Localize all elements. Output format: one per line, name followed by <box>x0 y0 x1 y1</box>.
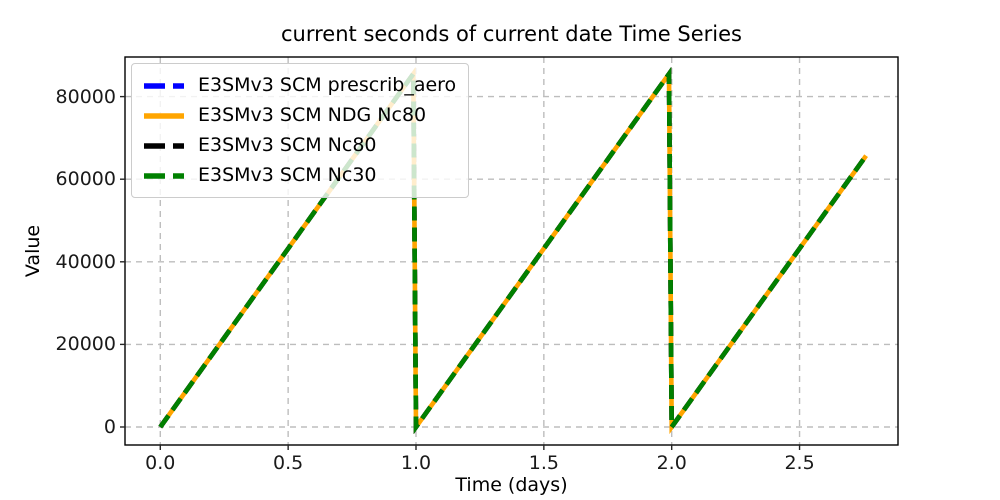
x-tick-label: 1.0 <box>400 452 432 474</box>
legend-entry: E3SMv3 SCM Nc30 <box>142 161 456 190</box>
legend-entry: E3SMv3 SCM NDG Nc80 <box>142 101 456 130</box>
legend-line-sample <box>144 172 184 179</box>
x-tick-label: 1.5 <box>528 452 559 474</box>
y-tick-label: 20000 <box>55 333 116 356</box>
legend-line-sample <box>144 142 184 149</box>
y-tick-label: 60000 <box>55 168 116 191</box>
legend-label: E3SMv3 SCM Nc80 <box>198 134 377 157</box>
y-tick-label: 40000 <box>55 250 116 273</box>
y-tick-label: 0 <box>103 415 116 438</box>
legend: E3SMv3 SCM prescrib_aero E3SMv3 SCM NDG N… <box>131 63 470 198</box>
legend-label: E3SMv3 SCM NDG Nc80 <box>198 104 427 127</box>
legend-line-sample <box>144 82 184 89</box>
y-tick-label: 80000 <box>55 85 116 108</box>
legend-label: E3SMv3 SCM prescrib_aero <box>198 74 457 97</box>
x-tick-label: 0.5 <box>273 452 304 474</box>
x-tick-label: 2.5 <box>784 452 815 474</box>
legend-line-sample <box>144 112 184 119</box>
x-tick-label: 2.0 <box>656 452 687 474</box>
legend-entry: E3SMv3 SCM Nc80 <box>142 131 456 160</box>
legend-label: E3SMv3 SCM Nc30 <box>198 164 377 187</box>
x-axis-label: Time (days) <box>455 474 568 496</box>
axes-spines <box>124 56 899 446</box>
legend-entry: E3SMv3 SCM prescrib_aero <box>142 71 456 100</box>
chart-title: current seconds of current date Time Ser… <box>281 22 742 46</box>
y-axis-label: Value <box>22 224 44 278</box>
x-tick-label: 0.0 <box>145 452 176 474</box>
